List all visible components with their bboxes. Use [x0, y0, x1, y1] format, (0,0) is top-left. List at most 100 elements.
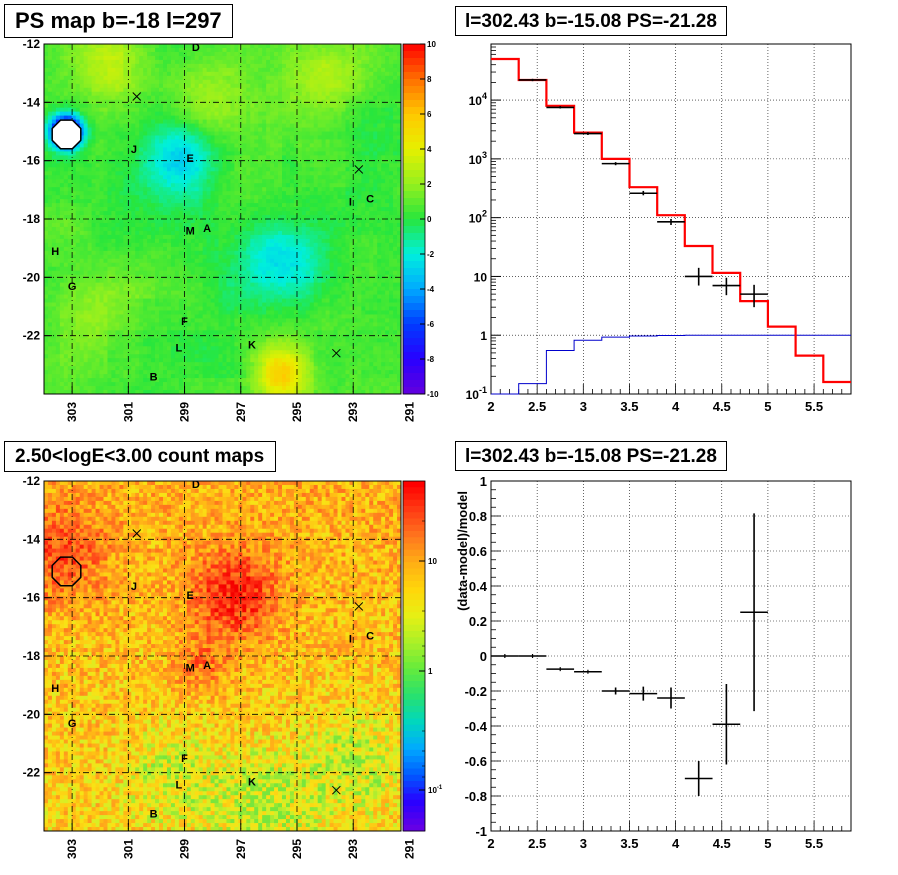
- psmap-heatmap-cell: [95, 354, 100, 359]
- psmap-heatmap-cell: [71, 44, 77, 49]
- psmap-heatmap-cell: [218, 199, 223, 204]
- psmap-heatmap-cell: [55, 175, 61, 180]
- psmap-heatmap-cell: [87, 290, 92, 295]
- psmap-heatmap-cell: [47, 55, 53, 61]
- psmap-heatmap-cell: [75, 250, 81, 256]
- psmap-heatmap-cell: [178, 262, 184, 268]
- psmap-heatmap-cell: [242, 250, 247, 256]
- psmap-heatmap-cell: [234, 266, 239, 272]
- psmap-heatmap-cell: [67, 278, 73, 284]
- psmap-heatmap-cell: [250, 127, 255, 132]
- psmap-heatmap-cell: [234, 262, 239, 268]
- psmap-heatmap-cell: [91, 334, 96, 339]
- psmap-heatmap-cell: [170, 187, 176, 192]
- psmap-heatmap-cell: [194, 274, 200, 280]
- psmap-heatmap-cell: [262, 171, 267, 176]
- psmap-heatmap-cell: [155, 191, 160, 196]
- psmap-heatmap-cell: [190, 338, 196, 343]
- psmap-heatmap-cell: [51, 382, 57, 387]
- psmap-heatmap-cell: [258, 390, 263, 395]
- psmap-heatmap-cell: [103, 123, 108, 128]
- psmap-heatmap-cell: [230, 219, 235, 224]
- psmap-heatmap-cell: [79, 298, 85, 303]
- psmap-heatmap-cell: [67, 179, 73, 184]
- psmap-heatmap-cell: [111, 282, 116, 288]
- psmap-heatmap-cell: [103, 75, 108, 81]
- psmap-heatmap-cell: [55, 306, 61, 311]
- psmap-heatmap-cell: [111, 266, 116, 272]
- psmap-heatmap-cell: [258, 191, 263, 196]
- psmap-heatmap-cell: [159, 131, 164, 136]
- psmap-heatmap-cell: [143, 155, 148, 160]
- psmap-heatmap-cell: [254, 71, 259, 77]
- psmap-heatmap-cell: [182, 139, 188, 144]
- psmap-heatmap-cell: [131, 51, 136, 57]
- psmap-heatmap-cell: [47, 159, 53, 164]
- psmap-heatmap-cell: [214, 286, 219, 291]
- psmap-heatmap-cell: [170, 131, 176, 136]
- psmap-heatmap-cell: [242, 147, 247, 152]
- psmap-heatmap-cell: [103, 183, 108, 188]
- psmap-heatmap-cell: [214, 87, 219, 93]
- psmap-heatmap-cell: [151, 211, 156, 216]
- psmap-heatmap-cell: [258, 135, 263, 140]
- psmap-heatmap-cell: [178, 83, 184, 89]
- psmap-heatmap-cell: [238, 314, 243, 319]
- psmap-heatmap-cell: [250, 378, 255, 383]
- psmap-heatmap-cell: [47, 290, 53, 295]
- psmap-heatmap-cell: [123, 278, 128, 284]
- psmap-heatmap-cell: [147, 222, 152, 228]
- psmap-heatmap-cell: [246, 75, 251, 81]
- psmap-heatmap-cell: [198, 226, 204, 232]
- psmap-heatmap-cell: [47, 222, 53, 228]
- psmap-heatmap-cell: [234, 115, 239, 120]
- psmap-heatmap-cell: [182, 111, 188, 116]
- psmap-heatmap-cell: [230, 91, 235, 97]
- psmap-heatmap-cell: [250, 123, 255, 128]
- psmap-heatmap-cell: [186, 258, 192, 264]
- psmap-heatmap-cell: [75, 278, 81, 284]
- psmap-heatmap-cell: [250, 44, 255, 49]
- psmap-heatmap-cell: [91, 246, 96, 252]
- psmap-heatmap-cell: [119, 171, 124, 176]
- psmap-heatmap-cell: [174, 167, 180, 172]
- psmap-heatmap-cell: [79, 207, 85, 212]
- psmap-heatmap-cell: [59, 370, 65, 375]
- psmap-heatmap-cell: [170, 211, 176, 216]
- psmap-heatmap-cell: [258, 226, 263, 232]
- psmap-heatmap-cell: [123, 119, 128, 124]
- psmap-heatmap-cell: [151, 306, 156, 311]
- psmap-heatmap-cell: [63, 55, 69, 61]
- psmap-heatmap-cell: [174, 119, 180, 124]
- psmap-heatmap-cell: [91, 87, 96, 93]
- psmap-heatmap-cell: [202, 171, 208, 176]
- psmap-heatmap-cell: [166, 115, 172, 120]
- psmap-heatmap-cell: [170, 139, 176, 144]
- psmap-heatmap-cell: [222, 282, 227, 288]
- psmap-heatmap-cell: [194, 195, 200, 200]
- psmap-heatmap-cell: [194, 83, 200, 89]
- psmap-heatmap-cell: [63, 250, 69, 256]
- psmap-heatmap-cell: [51, 107, 57, 113]
- psmap-heatmap-cell: [258, 75, 263, 81]
- psmap-heatmap-cell: [238, 127, 243, 132]
- psmap-heatmap-cell: [55, 366, 61, 371]
- psmap-heatmap-cell: [178, 314, 184, 319]
- psmap-heatmap-cell: [87, 254, 92, 260]
- psmap-heatmap-cell: [258, 51, 263, 57]
- psmap-heatmap-cell: [234, 254, 239, 260]
- psmap-heatmap-cell: [198, 191, 204, 196]
- psmap-heatmap-cell: [103, 310, 108, 315]
- psmap-heatmap-cell: [202, 238, 208, 244]
- psmap-heatmap-cell: [71, 302, 77, 307]
- psmap-heatmap-cell: [214, 306, 219, 311]
- psmap-heatmap-cell: [234, 83, 239, 89]
- psmap-heatmap-cell: [170, 183, 176, 188]
- psmap-heatmap-cell: [75, 159, 81, 164]
- psmap-heatmap-cell: [67, 83, 73, 89]
- psmap-heatmap-cell: [99, 314, 104, 319]
- psmap-heatmap-cell: [174, 234, 180, 240]
- psmap-heatmap-cell: [174, 338, 180, 343]
- psmap-heatmap-cell: [119, 119, 124, 124]
- psmap-heatmap-cell: [170, 159, 176, 164]
